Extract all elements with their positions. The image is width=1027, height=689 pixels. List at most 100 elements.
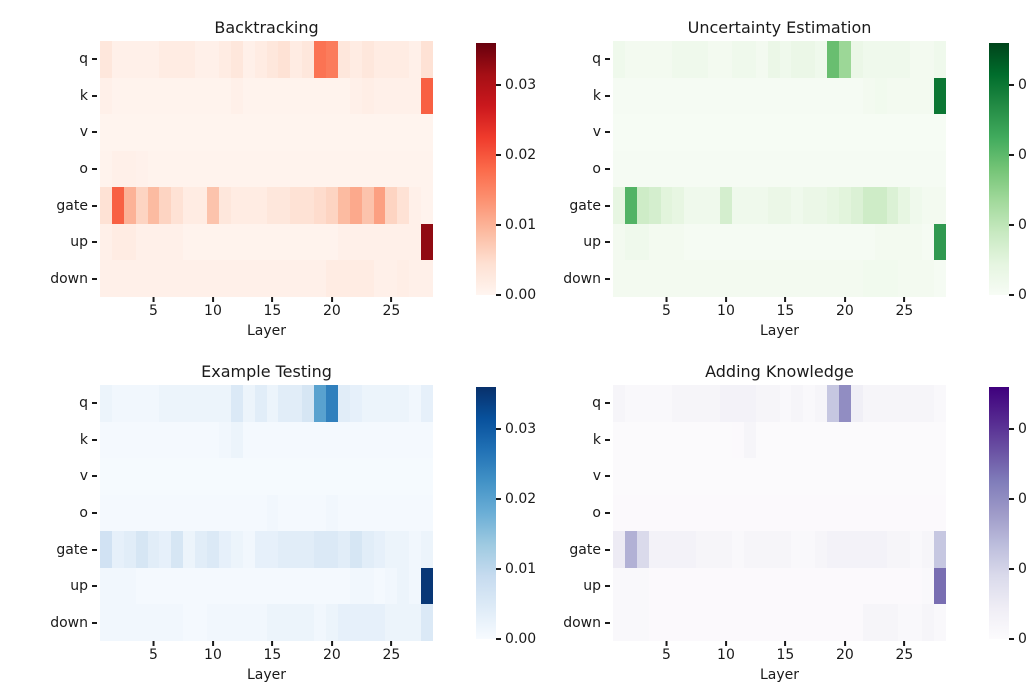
heatmap-cell [660, 223, 673, 261]
heatmap-cell [767, 187, 780, 224]
heatmap-cell [135, 77, 148, 115]
heatmap-cell [385, 458, 398, 495]
heatmap-cell [230, 421, 243, 459]
heatmap-cell [218, 260, 231, 297]
heatmap-cell [218, 385, 231, 422]
heatmap-cell [886, 150, 899, 188]
heatmap-cell [791, 458, 804, 495]
heatmap-cell [147, 41, 160, 78]
heatmap-cell [743, 260, 756, 297]
heatmap-cell [934, 41, 946, 78]
heatmap-cell [314, 223, 326, 261]
heatmap-cell [636, 494, 649, 532]
heatmap-cell [135, 385, 148, 422]
heatmap-cell [767, 260, 780, 297]
heatmap-cell [791, 531, 804, 568]
heatmap-cell [147, 458, 160, 495]
heatmap-cell [421, 260, 433, 297]
heatmap-cell [613, 458, 625, 495]
heatmap-cell [898, 421, 911, 459]
heatmap-cell [230, 223, 243, 261]
heatmap-cell [696, 604, 709, 641]
plot-title: Example Testing [201, 362, 332, 381]
colorbar-tick-label: 0.01 [1009, 217, 1027, 233]
colorbar-tick-label: 0.00 [1009, 631, 1027, 647]
heatmap-cell [111, 41, 124, 78]
heatmap-grid [100, 41, 433, 297]
heatmap-cell [159, 187, 172, 224]
heatmap-cell [135, 187, 148, 224]
heatmap-cell [850, 604, 863, 641]
heatmap-cell [254, 77, 267, 115]
heatmap-cell [934, 567, 946, 605]
heatmap-cell [183, 567, 196, 605]
heatmap-cell [755, 531, 768, 568]
heatmap-cell [874, 494, 887, 532]
heatmap-cell [624, 223, 637, 261]
heatmap-cell [266, 150, 279, 188]
y-tick-label: gate [40, 531, 97, 568]
heatmap-cell [373, 77, 386, 115]
heatmap-cell [218, 77, 231, 115]
heatmap-cell [886, 223, 899, 261]
heatmap-cell [696, 114, 709, 151]
heatmap-cell [684, 567, 697, 605]
heatmap-cell [171, 458, 184, 495]
heatmap-cell [731, 150, 744, 188]
heatmap-cell [672, 41, 685, 78]
heatmap-cell [397, 77, 410, 115]
heatmap-cell [147, 114, 160, 151]
heatmap-cell [838, 494, 851, 532]
heatmap-cell [349, 567, 362, 605]
heatmap-cell [302, 41, 315, 78]
heatmap-cell [254, 187, 267, 224]
heatmap-cell [266, 604, 279, 641]
heatmap-cell [767, 150, 780, 188]
heatmap-cell [195, 421, 208, 459]
heatmap-cell [254, 150, 267, 188]
colorbar-gradient [989, 43, 1009, 295]
heatmap-cell [648, 385, 661, 422]
heatmap-cell [349, 114, 362, 151]
heatmap-cell [613, 494, 625, 532]
heatmap-cell [874, 421, 887, 459]
heatmap-cell [183, 421, 196, 459]
heatmap-cell [696, 77, 709, 115]
heatmap-cell [278, 41, 291, 78]
heatmap-cell [636, 114, 649, 151]
heatmap-cell [838, 567, 851, 605]
heatmap-cell [302, 567, 315, 605]
heatmap-cell [922, 531, 935, 568]
heatmap-cell [207, 187, 219, 224]
heatmap-cell [731, 223, 744, 261]
heatmap-cell [803, 114, 816, 151]
heatmap-cell [898, 494, 911, 532]
heatmap-cell [803, 41, 816, 78]
heatmap-cell [696, 567, 709, 605]
heatmap-cell [743, 458, 756, 495]
heatmap-cell [838, 421, 851, 459]
heatmap-cell [922, 604, 935, 641]
heatmap-cell [815, 494, 828, 532]
colorbar: 0.00 0.01 0.02 0.03 [476, 43, 536, 303]
heatmap-cell [755, 260, 768, 297]
heatmap-cell [409, 150, 422, 188]
heatmap-cell [648, 494, 661, 532]
colorbar-tick-label: 0.00 [496, 631, 536, 647]
heatmap-cell [100, 458, 112, 495]
heatmap-cell [385, 41, 398, 78]
heatmap-cell [779, 260, 792, 297]
heatmap-cell [421, 114, 433, 151]
heatmap-cell [373, 41, 386, 78]
heatmap-cell [385, 385, 398, 422]
heatmap-cell [815, 567, 828, 605]
y-tick-label: up [553, 568, 610, 605]
heatmap-cell [636, 187, 649, 224]
colorbar: 0.00 0.01 0.02 0.03 [989, 43, 1027, 303]
heatmap-cell [159, 150, 172, 188]
heatmap-cell [672, 604, 685, 641]
heatmap-cell [755, 458, 768, 495]
heatmap-cell [743, 567, 756, 605]
colorbar-tick-label: 0.02 [496, 147, 536, 163]
y-tick-label: k [553, 78, 610, 115]
